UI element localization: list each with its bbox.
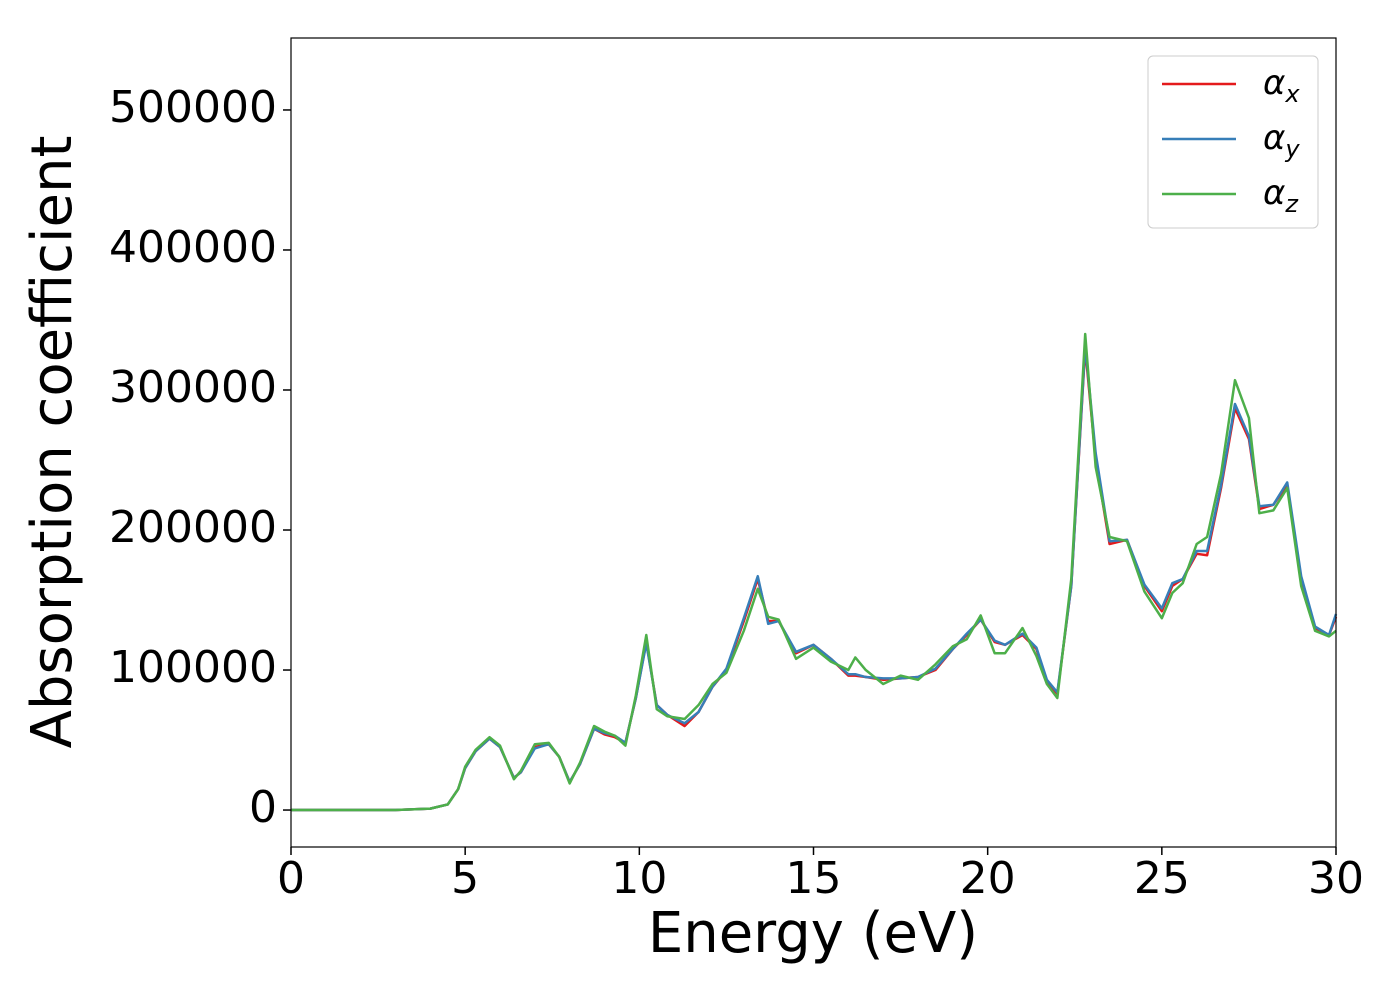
y-tick-label: 200000 <box>109 502 277 553</box>
x-tick-label: 20 <box>960 853 1016 904</box>
data-line <box>291 343 1338 812</box>
legend-label: αz <box>1263 173 1299 218</box>
x-tick-label: 5 <box>451 853 479 904</box>
y-tick-label: 400000 <box>109 222 277 273</box>
data-line <box>291 332 1337 812</box>
x-tick-label: 30 <box>1308 853 1364 904</box>
data-line <box>291 346 1338 812</box>
x-tick-label: 10 <box>611 853 667 904</box>
x-tick-label: 0 <box>277 853 305 904</box>
y-tick-label: 500000 <box>109 82 277 133</box>
x-tick-label: 15 <box>786 853 842 904</box>
y-tick-label: 0 <box>249 782 277 833</box>
legend-label: αy <box>1263 118 1300 163</box>
x-tick-label: 25 <box>1134 853 1190 904</box>
legend-box <box>1147 55 1319 229</box>
y-tick-label: 300000 <box>109 362 277 413</box>
legend-label: αx <box>1263 63 1300 108</box>
plot-frame <box>290 37 1337 848</box>
x-axis-label: Energy (eV) <box>648 901 978 966</box>
y-axis-label: Absorption coefficient <box>20 136 85 749</box>
y-tick-label: 100000 <box>109 642 277 693</box>
